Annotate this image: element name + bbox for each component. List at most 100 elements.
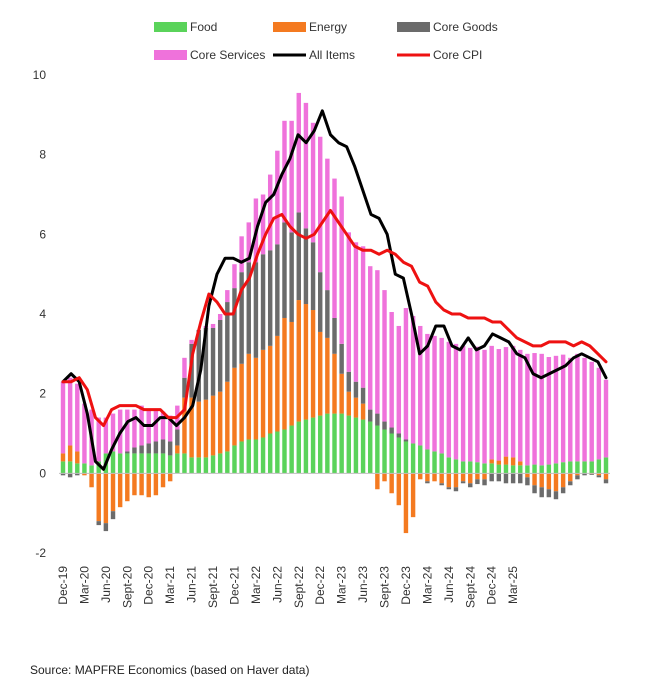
bar-core-services	[403, 308, 409, 440]
bar-core-services	[382, 290, 387, 422]
bar-energy	[282, 317, 287, 430]
bar-food	[253, 439, 259, 474]
x-tick-label: Jun-23	[356, 566, 370, 603]
bar-core-services	[418, 325, 423, 446]
bar-energy	[389, 473, 394, 494]
y-tick-label: 0	[39, 466, 46, 480]
x-tick-label: Dec-23	[399, 566, 413, 605]
bar-energy	[418, 473, 423, 480]
bar-energy	[110, 473, 116, 512]
legend-item-core-services: Core Services	[154, 48, 265, 62]
bar-energy	[346, 391, 351, 416]
bar-food	[353, 417, 359, 474]
bar-core-services	[318, 136, 323, 273]
bar-core-goods	[332, 317, 337, 354]
bar-core-goods	[160, 439, 166, 454]
bar-core-goods	[375, 413, 380, 426]
bar-core-goods	[60, 473, 66, 476]
bar-energy	[553, 473, 559, 492]
bar-core-services	[160, 411, 166, 440]
bar-core-services	[532, 353, 537, 465]
bar-energy	[439, 473, 444, 484]
bar-energy	[596, 473, 602, 476]
bar-core-goods	[153, 441, 159, 454]
bar-energy	[468, 473, 473, 484]
bar-energy	[260, 349, 266, 438]
bar-core-goods	[203, 327, 209, 400]
bar-food	[518, 465, 523, 474]
bars	[60, 92, 609, 534]
line-core-cpi	[61, 208, 608, 428]
bar-food	[482, 463, 487, 474]
x-tick-label: Sept-24	[463, 566, 477, 608]
bar-food	[432, 451, 437, 474]
bar-energy	[489, 459, 494, 464]
bar-energy	[432, 473, 437, 482]
bar-core-services	[510, 345, 516, 458]
bar-core-services	[325, 158, 330, 291]
bar-energy	[146, 473, 151, 498]
y-tick-label: 6	[39, 227, 46, 241]
bar-core-goods	[582, 473, 587, 476]
bar-core-services	[110, 413, 116, 452]
bar-energy	[360, 403, 366, 420]
bar-core-goods	[103, 523, 109, 532]
bar-core-goods	[518, 473, 523, 484]
bar-core-services	[275, 150, 280, 245]
bar-core-goods	[589, 474, 594, 475]
bar-food	[203, 457, 209, 474]
bar-energy	[125, 473, 130, 502]
bar-energy	[160, 473, 166, 488]
bar-core-services	[568, 357, 573, 462]
bar-energy	[103, 473, 109, 524]
bar-energy	[603, 473, 609, 480]
bar-core-goods	[532, 485, 537, 494]
bar-food	[332, 413, 337, 474]
bar-core-goods	[296, 212, 301, 301]
bar-core-goods	[439, 483, 444, 486]
bar-energy	[525, 473, 530, 478]
bar-core-services	[389, 312, 394, 428]
bar-core-services	[210, 323, 216, 328]
bar-food	[475, 462, 480, 474]
bar-energy	[568, 473, 573, 482]
bar-food	[489, 463, 494, 474]
bar-core-goods	[353, 381, 359, 398]
bar-energy	[132, 473, 137, 496]
bar-food	[139, 453, 144, 474]
bar-food	[525, 465, 530, 474]
y-tick-label: 8	[39, 148, 46, 162]
y-tick-label: 2	[39, 387, 46, 401]
bar-energy	[510, 457, 516, 466]
bar-core-services	[267, 174, 273, 251]
bar-energy	[175, 445, 180, 454]
bar-core-goods	[425, 481, 430, 484]
legend-label-all-items: All Items	[309, 48, 355, 62]
bar-food	[310, 417, 316, 474]
bar-core-goods	[167, 441, 173, 456]
legend-item-food: Food	[154, 20, 217, 34]
bar-food	[153, 453, 159, 474]
bar-energy	[532, 473, 537, 486]
lines	[61, 109, 608, 471]
bar-food	[282, 429, 287, 474]
bar-food	[510, 465, 516, 474]
cpi-contribution-chart: Food Energy Core Goods Core Services All Ite…	[33, 20, 610, 608]
bar-core-goods	[560, 487, 566, 494]
bar-food	[117, 453, 123, 474]
bar-food	[260, 437, 266, 474]
bar-core-goods	[232, 288, 237, 368]
bar-food	[389, 433, 394, 474]
legend-swatch-core-goods	[397, 22, 430, 32]
bar-food	[303, 419, 309, 474]
bar-food	[67, 461, 73, 474]
bar-core-goods	[553, 491, 559, 500]
x-tick-label: Mar-20	[77, 566, 91, 604]
bar-food	[596, 459, 602, 474]
bar-core-services	[82, 403, 87, 464]
bar-core-services	[546, 357, 552, 465]
legend-label-energy: Energy	[309, 20, 347, 34]
bar-core-goods	[489, 473, 494, 482]
bar-core-goods	[239, 272, 244, 364]
bar-energy	[339, 373, 344, 414]
